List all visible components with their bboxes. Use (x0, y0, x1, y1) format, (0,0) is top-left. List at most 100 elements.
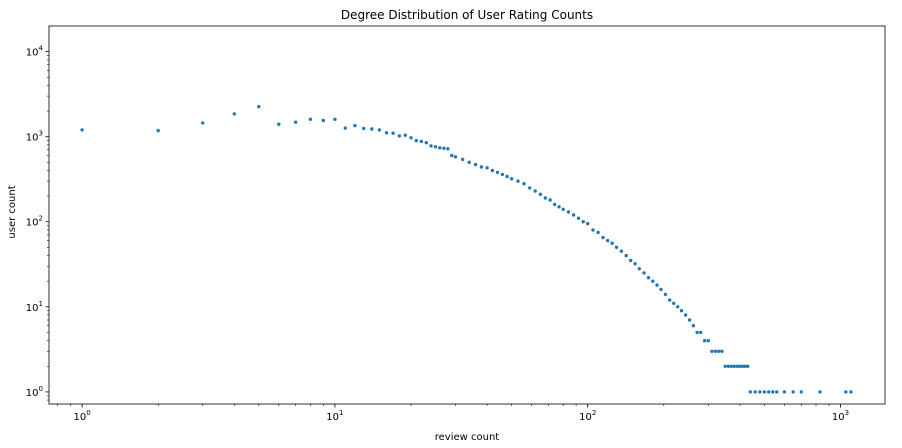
data-point (753, 390, 757, 394)
data-point (610, 241, 614, 245)
y-tick-label: 100 (26, 385, 43, 399)
data-point (294, 120, 298, 124)
data-point (633, 262, 637, 266)
data-point (723, 364, 727, 368)
data-point (433, 145, 438, 149)
data-point (409, 136, 413, 140)
data-point (277, 122, 281, 126)
data-point (748, 390, 752, 394)
data-point (453, 155, 458, 159)
data-point (321, 118, 325, 123)
data-point (782, 390, 787, 394)
data-point (676, 305, 680, 309)
x-tick-label: 100 (73, 409, 90, 423)
x-axis-label: review count (435, 432, 500, 443)
data-point (672, 301, 676, 305)
data-point (655, 283, 659, 287)
data-point (370, 127, 374, 131)
data-point (495, 170, 500, 175)
data-point (509, 177, 514, 181)
data-point (533, 189, 537, 193)
x-tick-label: 103 (832, 409, 849, 423)
data-point (651, 279, 655, 283)
data-point (646, 276, 651, 280)
data-point (522, 182, 526, 186)
data-point (353, 123, 357, 128)
y-tick-label: 103 (26, 130, 43, 144)
data-point (467, 160, 471, 164)
data-point (377, 128, 382, 132)
data-point (729, 364, 733, 368)
data-point (561, 207, 565, 211)
data-point (438, 146, 442, 150)
plot-area (48, 25, 886, 405)
data-point (767, 390, 771, 394)
data-point (384, 131, 389, 135)
data-point (80, 128, 84, 132)
data-point (479, 165, 484, 169)
data-point (726, 364, 730, 368)
data-point (591, 228, 595, 232)
data-point (601, 235, 605, 240)
data-point (713, 349, 718, 353)
y-tick-label: 104 (26, 45, 44, 59)
data-point (473, 162, 478, 167)
data-point (775, 390, 779, 394)
y-tick-label: 101 (26, 300, 43, 314)
data-point (791, 390, 795, 394)
data-point (679, 309, 684, 313)
data-point (571, 213, 576, 217)
data-point (746, 364, 750, 368)
data-point (232, 112, 236, 116)
data-point (614, 245, 619, 249)
data-point (538, 192, 543, 196)
data-point (758, 390, 762, 394)
data-point (500, 172, 505, 177)
data-point (576, 216, 581, 220)
data-point (699, 330, 703, 335)
data-point (691, 324, 696, 328)
data-point (659, 287, 663, 292)
data-point (687, 318, 692, 322)
data-point (710, 349, 714, 353)
data-point (543, 196, 547, 200)
y-axis-label: user count (7, 185, 18, 238)
data-point (257, 105, 261, 109)
data-point (333, 117, 337, 122)
x-tick-label: 101 (326, 409, 343, 423)
data-point (762, 390, 767, 394)
data-point (442, 146, 446, 150)
data-point (624, 253, 628, 258)
data-point (642, 271, 646, 275)
data-point (818, 390, 822, 394)
data-point (460, 157, 465, 162)
data-point (566, 210, 571, 214)
x-axis-ticks: 100 101 102 103 (57, 404, 849, 423)
chart-title: Degree Distribution of User Rating Count… (341, 8, 593, 22)
data-point (732, 364, 736, 368)
data-point (637, 267, 641, 271)
data-point (629, 258, 633, 263)
data-point (717, 349, 721, 353)
data-point (403, 133, 407, 137)
data-point (619, 249, 624, 253)
data-point (738, 364, 742, 368)
y-tick-label: 102 (26, 215, 43, 229)
data-point (552, 202, 557, 207)
x-tick-label: 102 (579, 409, 596, 423)
data-point (362, 126, 366, 131)
data-point (414, 138, 418, 143)
data-point (844, 390, 848, 394)
data-point (849, 390, 853, 394)
data-point (706, 339, 710, 343)
data-point (446, 147, 450, 151)
data-point (735, 364, 739, 368)
data-point (606, 238, 610, 243)
data-point (343, 126, 347, 130)
data-point (201, 121, 205, 125)
data-point (424, 141, 428, 145)
data-point (663, 292, 668, 297)
data-point (557, 205, 561, 209)
data-point (596, 230, 600, 235)
data-point (450, 153, 454, 158)
